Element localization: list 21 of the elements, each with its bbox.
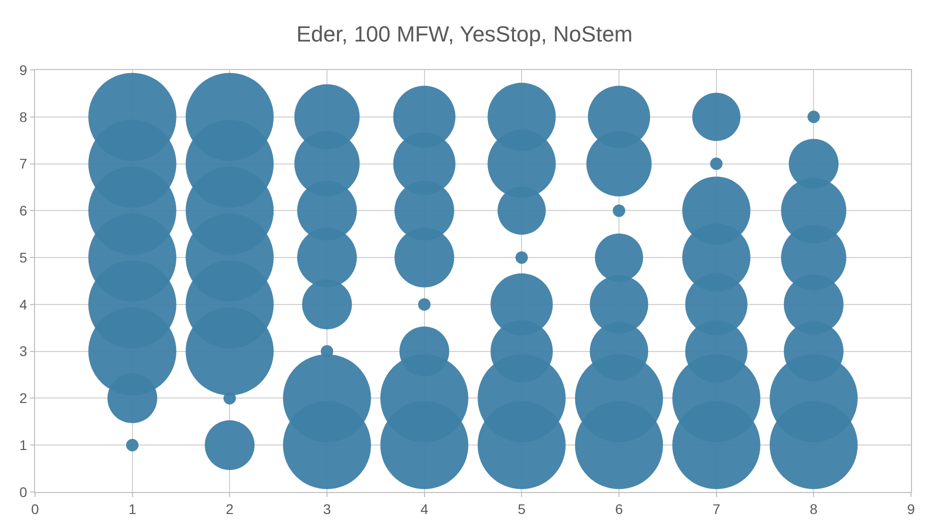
x-tick-label: 7 <box>712 500 720 517</box>
x-tick-label: 8 <box>810 500 818 517</box>
y-tick-label: 6 <box>19 202 28 219</box>
x-tick-label: 2 <box>226 500 234 517</box>
chart-title: Eder, 100 MFW, YesStop, NoStem <box>296 22 633 47</box>
y-tick-label: 4 <box>19 296 28 312</box>
y-tick-label: 1 <box>19 437 28 454</box>
x-tick-label: 4 <box>420 500 428 517</box>
y-tick-label: 9 <box>19 62 28 78</box>
y-tick-label: 0 <box>19 484 28 500</box>
y-tick-label: 5 <box>19 249 28 266</box>
x-tick-label: 0 <box>31 500 40 517</box>
y-tick-label: 7 <box>19 156 28 172</box>
y-tick-label: 3 <box>19 343 28 360</box>
x-tick-label: 1 <box>128 500 136 517</box>
x-tick-label: 3 <box>323 500 332 517</box>
x-tick-label: 5 <box>518 500 526 517</box>
y-tick-label: 8 <box>19 108 28 125</box>
y-tick-label: 2 <box>19 390 28 406</box>
x-tick-label: 9 <box>907 500 916 517</box>
x-tick-label: 6 <box>615 500 624 517</box>
